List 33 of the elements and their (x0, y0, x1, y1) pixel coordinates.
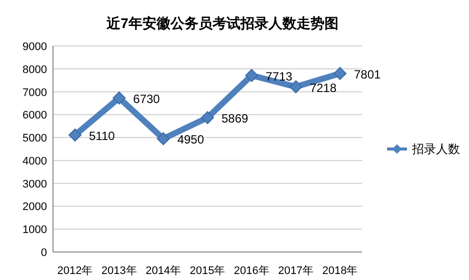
data-label: 7713 (266, 69, 293, 84)
y-tick-label: 8000 (22, 64, 47, 76)
x-tick-label: 2015年 (190, 265, 226, 277)
data-label: 7218 (310, 80, 337, 95)
point (112, 91, 126, 104)
data-label: 7801 (354, 67, 382, 82)
y-tick-label: 7000 (22, 86, 47, 99)
x-tick-label: 2012年 (57, 265, 93, 277)
data-label: 4950 (177, 132, 204, 147)
x-tick-label: 2013年 (101, 265, 137, 277)
y-tick-label: 6000 (22, 110, 47, 122)
data-label: 5869 (222, 112, 249, 126)
point (334, 66, 346, 80)
y-tick-label: 2000 (22, 201, 47, 214)
point (156, 132, 170, 146)
point (68, 128, 82, 142)
data-label: 6730 (133, 92, 160, 106)
y-tick-label: 1000 (22, 224, 47, 236)
y-tick-label: 5000 (22, 132, 47, 145)
chart-title: 近7年安徽公务员考试招录人数走势图 (106, 15, 338, 31)
x-tick-label: 2017年 (278, 265, 314, 277)
point (201, 111, 214, 124)
point (289, 80, 302, 94)
data-label: 5110 (89, 129, 116, 144)
y-tick-label: 0 (40, 247, 47, 259)
x-tick-label: 2018年 (322, 265, 358, 277)
x-tick-label: 2014年 (146, 265, 182, 277)
x-tick-label: 2016年 (234, 265, 270, 277)
y-tick-label: 9000 (22, 41, 47, 53)
point (245, 68, 258, 82)
legend-label: 招录人数 (411, 142, 460, 156)
y-tick-label: 3000 (22, 178, 47, 190)
y-tick-label: 4000 (22, 155, 47, 168)
